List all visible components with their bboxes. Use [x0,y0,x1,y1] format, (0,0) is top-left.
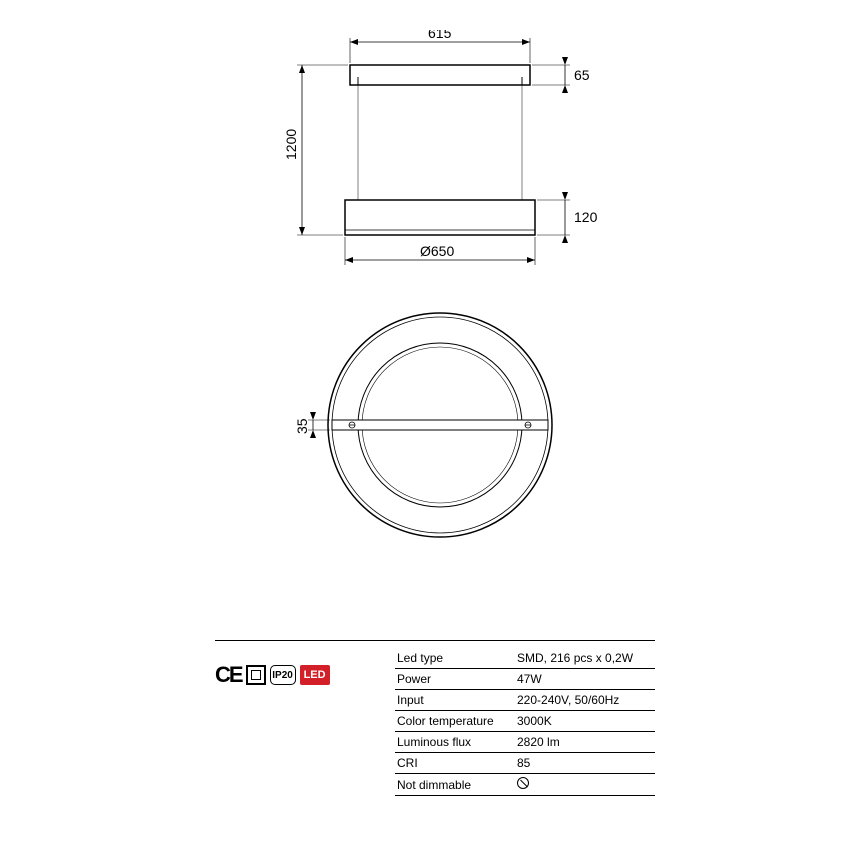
spec-row: Color temperature3000K [395,711,655,732]
spec-row: Power47W [395,669,655,690]
page-container: 615 65 120 1200 [0,0,868,868]
spec-value: 85 [515,753,655,774]
ceiling-mount [350,65,530,85]
dim-ring-height: 120 [574,209,598,225]
spec-value: 2820 lm [515,732,655,753]
dim-mount-height: 65 [574,67,590,83]
spec-value: 220-240V, 50/60Hz [515,690,655,711]
divider-top [215,640,655,641]
spec-row: Led typeSMD, 216 pcs x 0,2W [395,648,655,669]
spec-label: Not dimmable [395,774,515,796]
spec-label: CRI [395,753,515,774]
class-ii-icon [246,665,266,685]
diagram-svg: 615 65 120 1200 [0,30,868,610]
spec-table: Led typeSMD, 216 pcs x 0,2WPower47WInput… [395,648,655,796]
spec-value: SMD, 216 pcs x 0,2W [515,648,655,669]
ce-mark: CE [215,662,242,688]
ip-rating: IP20 [270,665,296,685]
spec-label: Color temperature [395,711,515,732]
spec-label: Input [395,690,515,711]
spec-label: Luminous flux [395,732,515,753]
not-dimmable-icon [517,777,529,789]
dim-drop-height: 1200 [283,129,299,160]
technical-diagram: 615 65 120 1200 [0,30,868,610]
dim-top-width: 615 [428,30,452,41]
spec-row: Luminous flux2820 lm [395,732,655,753]
led-badge: LED [300,665,330,685]
dim-diameter: Ø650 [420,243,454,259]
spec-row: CRI85 [395,753,655,774]
spec-value: 47W [515,669,655,690]
spec-value: 3000K [515,711,655,732]
spec-value [515,774,655,796]
cross-bar [332,420,548,430]
spec-row: Not dimmable [395,774,655,796]
spec-row: Input220-240V, 50/60Hz [395,690,655,711]
spec-label: Led type [395,648,515,669]
dim-bar-height: 35 [294,418,310,434]
certification-row: CE IP20 LED [215,662,330,688]
spec-label: Power [395,669,515,690]
